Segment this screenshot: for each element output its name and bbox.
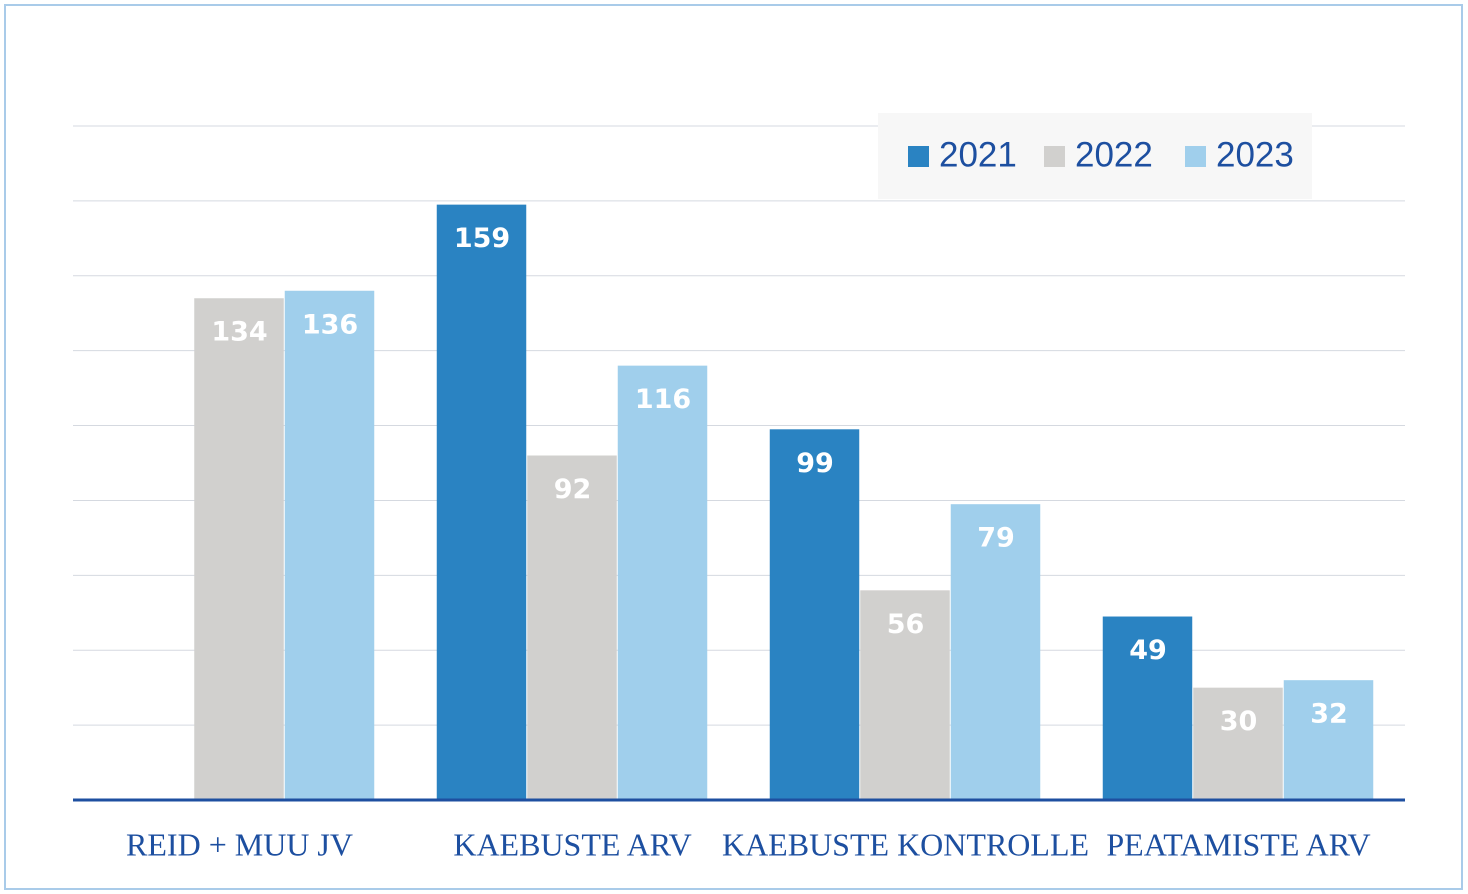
bar [1102,616,1193,800]
legend-swatch [1044,146,1065,167]
legend-swatch [1185,146,1206,167]
value-label: 134 [211,317,267,348]
value-label: 99 [796,448,834,479]
bar [769,429,860,800]
value-label: 79 [977,523,1015,554]
bar [1193,687,1283,800]
legend-swatch [908,146,929,167]
value-label: 32 [1310,699,1348,730]
bar [950,504,1041,800]
value-label: 56 [887,609,925,640]
bar [860,590,950,800]
x-tick-label: KAEBUSTE KONTROLLE [722,826,1089,862]
bar [1283,680,1374,800]
value-label: 159 [454,223,510,254]
value-label: 30 [1220,706,1258,737]
value-label: 92 [554,474,592,505]
value-label: 136 [302,309,358,340]
legend-label: 2022 [1075,135,1153,174]
legend-label: 2023 [1216,135,1294,174]
bar [527,455,617,800]
bar [617,365,708,800]
value-label: 116 [635,384,691,415]
x-tick-label: REID + MUU JV [126,826,353,862]
legend-box [878,113,1312,199]
bar [284,290,375,800]
bar [194,298,284,800]
x-tick-label: PEATAMISTE ARV [1106,826,1370,862]
value-label: 49 [1129,635,1167,666]
bar [436,204,527,801]
x-tick-label: KAEBUSTE ARV [453,826,691,862]
legend-label: 2021 [939,135,1017,174]
